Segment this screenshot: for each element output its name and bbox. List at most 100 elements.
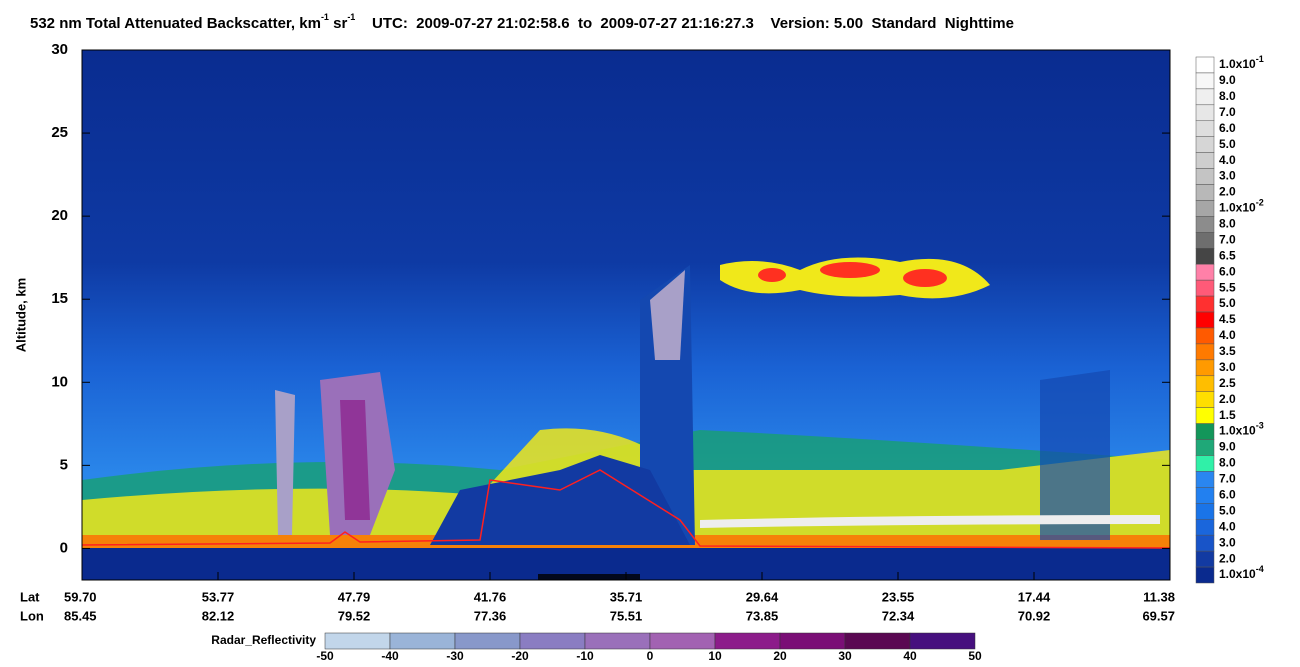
- colorbar-swatch: [1195, 375, 1215, 392]
- colorbar-swatch: [1195, 503, 1215, 520]
- colorbar-swatch: [1195, 56, 1215, 74]
- colorbar-label-exp: -4: [1256, 564, 1264, 574]
- colorbar-swatch: [1195, 534, 1215, 552]
- colorbar-label: 8.0: [1219, 89, 1236, 103]
- colorbar-label: 4.0: [1219, 328, 1236, 342]
- chart-title: 532 nm Total Attenuated Backscatter, km -…: [30, 12, 1014, 32]
- radar-tick-label: 40: [903, 649, 917, 663]
- lat-label: 35.71: [610, 589, 643, 604]
- colorbar-label: 1.0x10-2: [1219, 198, 1264, 215]
- title-part: -1: [347, 12, 355, 22]
- colorbar-swatch: [1195, 232, 1215, 249]
- colorbar-swatch: [1195, 550, 1215, 568]
- colorbar-label: 2.0: [1219, 392, 1236, 406]
- colorbar-label: 3.0: [1219, 169, 1236, 183]
- colorbar-label: 4.0: [1219, 153, 1236, 167]
- colorbar-swatch: [1195, 518, 1215, 536]
- colorbar-label: 5.0: [1219, 503, 1236, 517]
- colorbar-label: 9.0: [1219, 73, 1236, 87]
- radar-swatch: [779, 632, 846, 650]
- lon-label: 72.34: [882, 608, 915, 623]
- radar-swatch: [909, 632, 976, 650]
- lat-label: 17.44: [1018, 589, 1051, 604]
- y-tick-label: 0: [60, 539, 68, 556]
- colorbar-swatch: [1195, 216, 1215, 233]
- radar-swatch: [714, 632, 781, 650]
- colorbar-label-exp: -3: [1256, 421, 1264, 431]
- radar-swatch: [454, 632, 521, 650]
- lon-label: 85.45: [64, 608, 97, 623]
- colorbar-swatch: [1195, 136, 1215, 153]
- colorbar-swatch: [1195, 152, 1215, 169]
- colorbar-label: 3.5: [1219, 344, 1236, 358]
- y-tick-label: 5: [60, 456, 68, 473]
- radar-tick-label: -30: [446, 649, 464, 663]
- colorbar-label: 8.0: [1219, 217, 1236, 231]
- colorbar-swatch: [1195, 184, 1215, 201]
- x-row-label: Lat: [20, 589, 40, 604]
- colorbar-label: 1.0x10-1: [1219, 54, 1264, 71]
- colorbar-label-exp: -2: [1256, 198, 1264, 208]
- colorbar-swatch: [1195, 72, 1215, 90]
- radar-tick-label: -50: [316, 649, 334, 663]
- colorbar-swatch: [1195, 407, 1215, 424]
- subtitle: [355, 15, 372, 32]
- colorbar-label: 7.0: [1219, 232, 1236, 246]
- lat-label: 23.55: [882, 589, 915, 604]
- lat-label: 59.70: [64, 589, 97, 604]
- colorbar-label: 6.0: [1219, 121, 1236, 135]
- lat-label: 29.64: [746, 589, 779, 604]
- colorbar-swatch: [1195, 104, 1215, 122]
- radar-swatch: [584, 632, 651, 650]
- radar-tick-label: 10: [708, 649, 722, 663]
- lon-label: 75.51: [610, 608, 643, 623]
- title-part: 532 nm Total Attenuated Backscatter, km: [30, 15, 321, 32]
- y-axis-label: Altitude, km: [13, 278, 28, 352]
- colorbar-label: 3.0: [1219, 360, 1236, 374]
- colorbar-swatch: [1195, 248, 1215, 265]
- colorbar-swatch: [1195, 295, 1215, 313]
- radar-tick-label: -20: [511, 649, 529, 663]
- colorbar-label: 8.0: [1219, 456, 1236, 470]
- colorbar-swatch: [1195, 423, 1215, 440]
- colorbar-label: 2.0: [1219, 551, 1236, 565]
- radar-tick-label: -40: [381, 649, 399, 663]
- y-tick-label: 20: [51, 207, 68, 224]
- radar-swatch: [519, 632, 586, 650]
- radar-swatch: [649, 632, 716, 650]
- lon-label: 77.36: [474, 608, 507, 623]
- colorbar-label: 3.0: [1219, 535, 1236, 549]
- colorbar-swatch: [1195, 439, 1215, 456]
- lon-label: 82.12: [202, 608, 235, 623]
- colorbar-swatch: [1195, 359, 1215, 377]
- title-part: sr: [329, 15, 348, 32]
- colorbar-swatch: [1195, 327, 1215, 345]
- colorbar-swatch: [1195, 88, 1215, 106]
- colorbar-swatch: [1195, 566, 1215, 584]
- colorbar-label: 4.0: [1219, 519, 1236, 533]
- lat-label: 41.76: [474, 589, 507, 604]
- colorbar-label: 2.5: [1219, 376, 1236, 390]
- lat-label: 53.77: [202, 589, 235, 604]
- subtitle: UTC: 2009-07-27 21:02:58.6 to 2009-07-27…: [372, 15, 1014, 32]
- y-tick-label: 30: [51, 41, 68, 58]
- lon-label: 70.92: [1018, 608, 1051, 623]
- lat-label: 47.79: [338, 589, 371, 604]
- y-tick-label: 15: [51, 290, 68, 307]
- lon-label: 79.52: [338, 608, 371, 623]
- colorbar-label: 6.5: [1219, 248, 1236, 262]
- x-row-label: Lon: [20, 608, 44, 623]
- colorbar-swatch: [1195, 487, 1215, 504]
- radar-tick-label: 50: [968, 649, 982, 663]
- colorbar-label: 1.5: [1219, 408, 1236, 422]
- lon-label: 73.85: [746, 608, 779, 623]
- lon-label: 69.57: [1142, 608, 1175, 623]
- colorbar-label: 1.0x10-3: [1219, 421, 1264, 438]
- radar-swatch: [844, 632, 911, 650]
- colorbar-label: 5.0: [1219, 296, 1236, 310]
- colorbar-label: 6.0: [1219, 488, 1236, 502]
- radar-tick-label: 0: [647, 649, 654, 663]
- colorbar-label: 6.0: [1219, 264, 1236, 278]
- radar-tick-label: 20: [773, 649, 787, 663]
- colorbar-swatch: [1195, 200, 1215, 217]
